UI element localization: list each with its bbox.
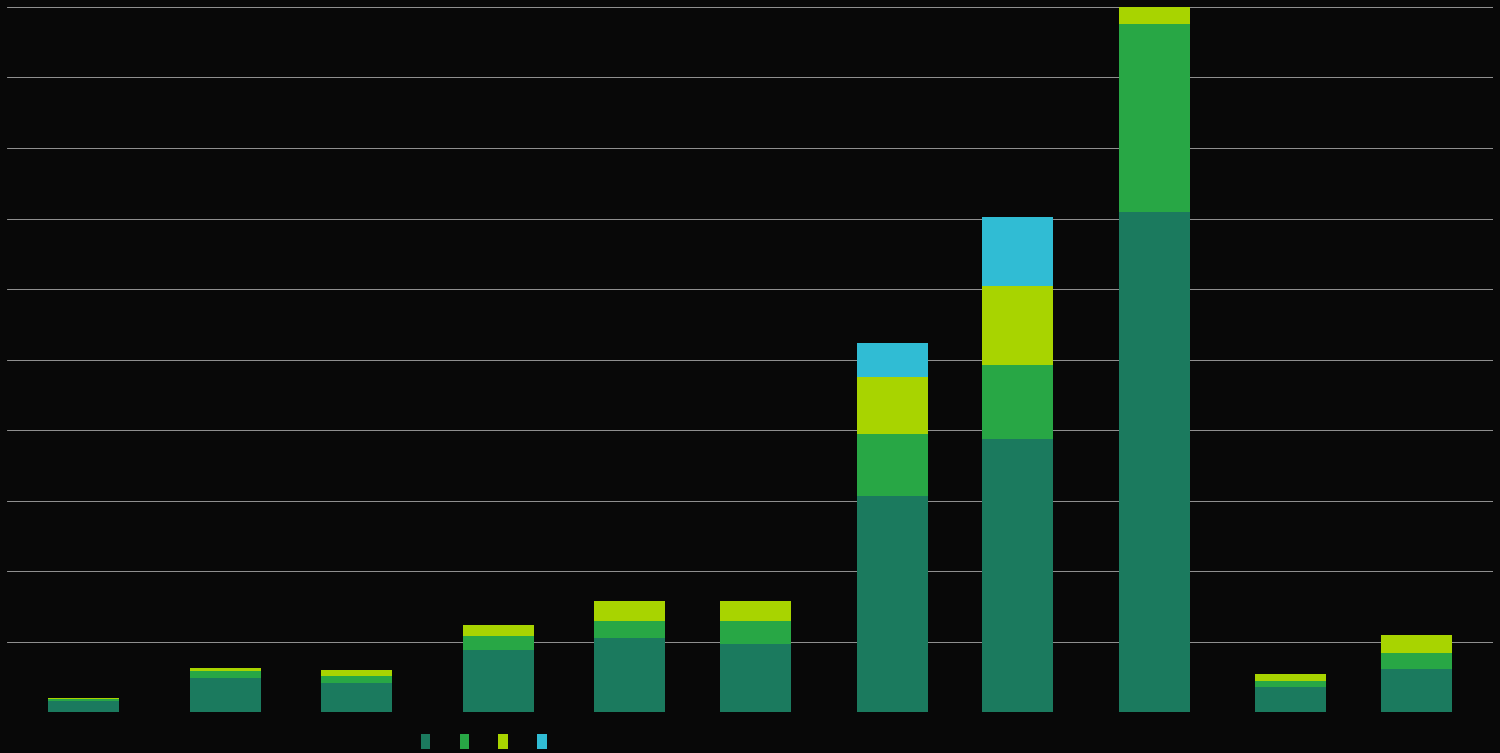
Bar	[1382, 669, 1452, 712]
Bar	[321, 670, 392, 676]
Bar	[464, 636, 534, 650]
Bar	[48, 697, 118, 699]
Bar	[720, 601, 790, 621]
Bar	[1382, 635, 1452, 654]
Bar	[321, 676, 392, 683]
Bar	[48, 701, 118, 712]
Bar	[190, 672, 261, 678]
Bar	[1382, 654, 1452, 669]
Bar	[594, 639, 666, 712]
Legend: , , , : , , ,	[416, 729, 556, 753]
Bar	[982, 365, 1053, 439]
Bar	[720, 644, 790, 712]
Bar	[1119, 212, 1190, 712]
Bar	[594, 601, 666, 621]
Bar	[1256, 674, 1326, 681]
Bar	[321, 683, 392, 712]
Bar	[190, 668, 261, 672]
Bar	[982, 218, 1053, 285]
Bar	[1119, 0, 1190, 24]
Bar	[190, 678, 261, 712]
Bar	[464, 625, 534, 636]
Bar	[856, 496, 927, 712]
Bar	[1119, 24, 1190, 212]
Bar	[48, 699, 118, 701]
Bar	[982, 439, 1053, 712]
Bar	[856, 434, 927, 496]
Bar	[594, 621, 666, 639]
Bar	[856, 376, 927, 434]
Bar	[720, 621, 790, 644]
Bar	[1256, 681, 1326, 687]
Bar	[856, 343, 927, 376]
Bar	[1256, 687, 1326, 712]
Bar	[464, 650, 534, 712]
Bar	[982, 285, 1053, 365]
